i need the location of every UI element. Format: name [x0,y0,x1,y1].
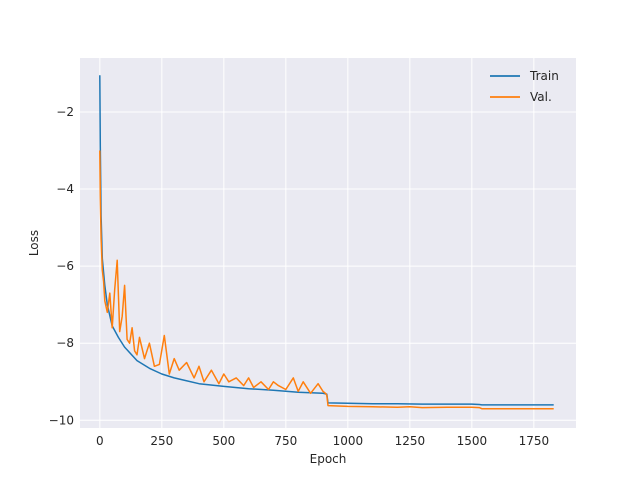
x-tick-label: 750 [274,434,297,448]
y-tick-label: −2 [56,105,74,119]
x-tick-label: 1000 [333,434,364,448]
x-tick-label: 1250 [395,434,426,448]
x-tick-labels: 0 250 500 750 1000 1250 1500 1750 [96,434,549,448]
x-tick-label: 250 [150,434,173,448]
legend: Train Val. [490,69,559,104]
y-tick-labels: −10 −8 −6 −4 −2 [49,105,74,427]
series-lines [99,75,554,410]
y-axis-label: Loss [27,230,41,256]
x-tick-label: 1500 [457,434,488,448]
x-axis-label: Epoch [310,452,347,466]
x-tick-label: 500 [212,434,235,448]
x-tick-label: 0 [96,434,104,448]
legend-label: Train [529,69,559,83]
series-line-val [99,150,554,410]
y-tick-label: −4 [56,182,74,196]
y-tick-label: −10 [49,413,74,427]
x-tick-label: 1750 [519,434,550,448]
y-tick-label: −6 [56,259,74,273]
plot-background [80,58,576,428]
grid [80,58,576,428]
legend-label: Val. [530,90,552,104]
y-tick-label: −8 [56,336,74,350]
